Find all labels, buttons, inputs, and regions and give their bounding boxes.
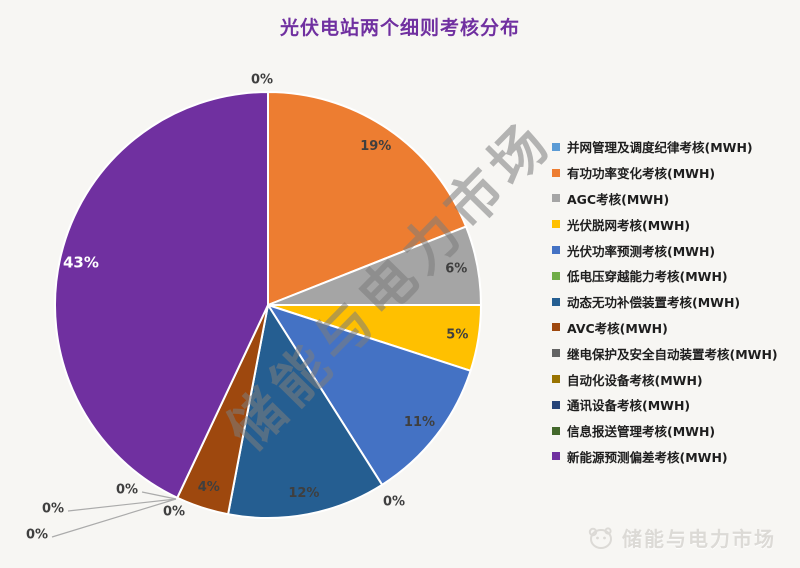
pie-slice-6 xyxy=(227,304,384,519)
brand-logo-text: 储能与电力市场 xyxy=(622,527,776,551)
pie-label-10: 0% xyxy=(26,528,48,543)
legend-label: 并网管理及调度纪律考核(MWH) xyxy=(567,140,753,156)
legend-swatch xyxy=(552,349,560,358)
legend-swatch xyxy=(552,323,560,332)
legend-swatch xyxy=(552,168,560,177)
legend-label: 光伏脱网考核(MWH) xyxy=(567,217,691,233)
pie-label-12: 43% xyxy=(63,254,99,272)
legend-item: 通讯设备考核(MWH) xyxy=(552,392,778,418)
pie-label-6: 12% xyxy=(288,486,319,501)
legend-item: 新能源预测偏差考核(MWH) xyxy=(552,444,778,470)
legend-swatch xyxy=(552,400,560,409)
legend-item: 自动化设备考核(MWH) xyxy=(552,366,778,392)
callout-leader-line xyxy=(51,498,177,538)
brand-footer: 储能与电力市场 xyxy=(586,523,776,552)
brand-logo-icon xyxy=(586,525,614,551)
pie-label-7: 4% xyxy=(198,480,220,495)
legend-swatch xyxy=(552,246,560,255)
legend-label: AGC考核(MWH) xyxy=(567,191,670,207)
legend-swatch xyxy=(552,297,560,306)
legend-label: 继电保护及安全自动装置考核(MWH) xyxy=(567,346,778,362)
pie-label-3: 5% xyxy=(446,327,468,342)
legend-label: 低电压穿越能力考核(MWH) xyxy=(567,269,728,285)
legend-swatch xyxy=(552,271,560,280)
pie-label-5: 0% xyxy=(383,495,405,510)
callout-leader-line xyxy=(141,491,177,500)
legend-swatch xyxy=(552,194,560,203)
legend-item: 动态无功补偿装置考核(MWH) xyxy=(552,289,778,315)
pie-label-11: 0% xyxy=(163,505,185,520)
legend-label: 动态无功补偿装置考核(MWH) xyxy=(567,295,741,311)
pie-label-1: 19% xyxy=(360,139,391,154)
legend-label: 信息报送管理考核(MWH) xyxy=(567,424,716,440)
legend-item: 继电保护及安全自动装置考核(MWH) xyxy=(552,340,778,366)
callout-leader-line xyxy=(67,498,177,512)
legend-label: 自动化设备考核(MWH) xyxy=(567,372,703,388)
legend-label: AVC考核(MWH) xyxy=(567,320,668,336)
pie-slice-1 xyxy=(267,91,468,306)
legend-item: 并网管理及调度纪律考核(MWH) xyxy=(552,134,778,160)
pie-label-9: 0% xyxy=(42,502,64,517)
pie-label-0: 0% xyxy=(251,73,273,88)
pie-slice-12 xyxy=(54,91,269,499)
legend-label: 新能源预测偏差考核(MWH) xyxy=(567,449,728,465)
pie-label-2: 6% xyxy=(445,262,467,277)
legend-label: 通讯设备考核(MWH) xyxy=(567,398,691,414)
chart-title: 光伏电站两个细则考核分布 xyxy=(279,17,520,39)
legend-label: 有功功率变化考核(MWH) xyxy=(567,166,716,182)
pie-slice-4 xyxy=(267,304,472,486)
legend-item: 有功功率变化考核(MWH) xyxy=(552,160,778,186)
legend-item: 光伏脱网考核(MWH) xyxy=(552,211,778,237)
pie-label-4: 11% xyxy=(404,415,435,430)
legend-swatch xyxy=(552,452,560,461)
legend-label: 光伏功率预测考核(MWH) xyxy=(567,243,716,259)
legend-item: AGC考核(MWH) xyxy=(552,186,778,212)
legend: 并网管理及调度纪律考核(MWH) 有功功率变化考核(MWH) AGC考核(MWH) 光… xyxy=(552,134,778,469)
legend-item: 信息报送管理考核(MWH) xyxy=(552,418,778,444)
legend-swatch xyxy=(552,375,560,384)
legend-swatch xyxy=(552,142,560,151)
pie-label-8: 0% xyxy=(116,483,138,498)
legend-item: 低电压穿越能力考核(MWH) xyxy=(552,263,778,289)
legend-item: AVC考核(MWH) xyxy=(552,315,778,341)
legend-item: 光伏功率预测考核(MWH) xyxy=(552,237,778,263)
legend-swatch xyxy=(552,220,560,229)
legend-swatch xyxy=(552,426,560,435)
